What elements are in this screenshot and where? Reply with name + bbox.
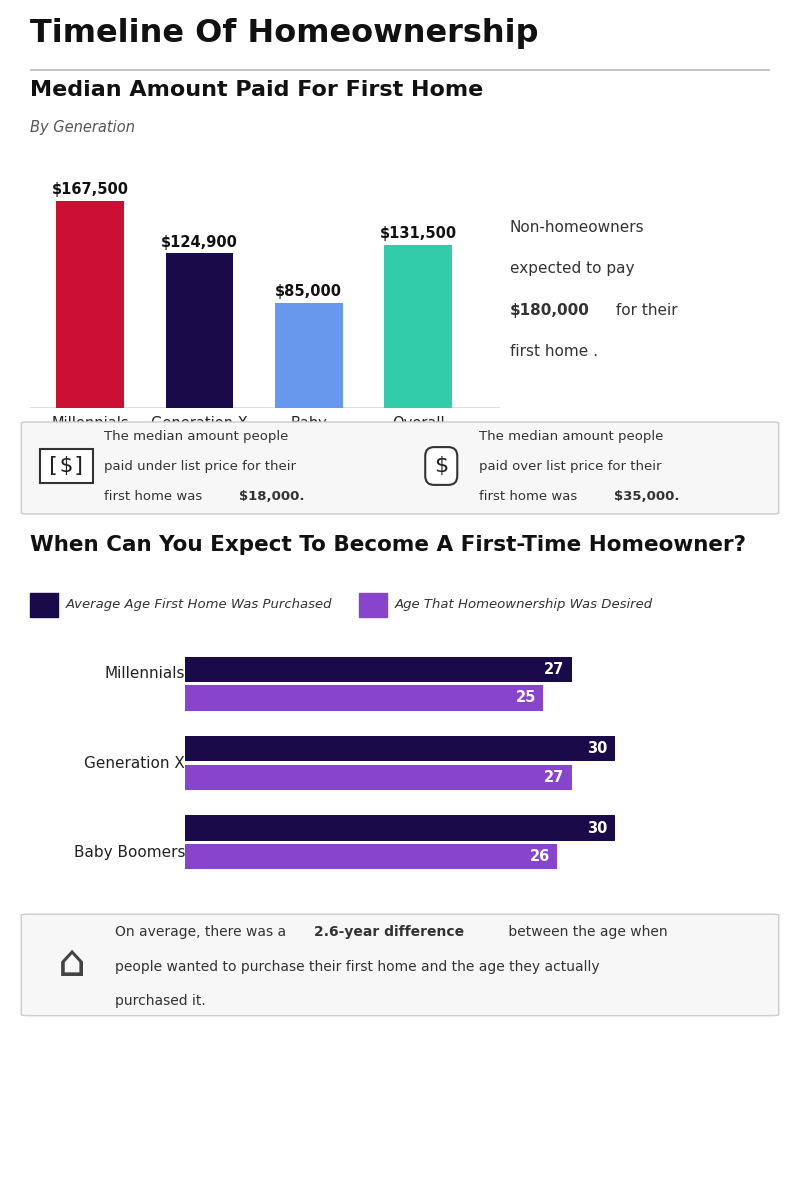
Bar (275, 303, 342, 407)
Bar (166, 254, 234, 407)
Bar (185, 815, 614, 841)
Text: paid over list price for their: paid over list price for their (478, 460, 662, 474)
Text: $85,000: $85,000 (275, 284, 342, 299)
Text: $180,000: $180,000 (510, 303, 590, 317)
Bar (185, 685, 543, 710)
Bar (384, 245, 452, 407)
Text: Median Amount Paid For First Home: Median Amount Paid For First Home (30, 81, 483, 100)
Text: Age That Homeownership Was Desired: Age That Homeownership Was Desired (395, 597, 653, 611)
Text: $18,000.: $18,000. (238, 490, 304, 502)
Text: paid under list price for their: paid under list price for their (104, 460, 296, 474)
Text: first home was: first home was (478, 490, 582, 502)
Bar (56, 201, 124, 407)
Text: When Can You Expect To Become A First-Time Homeowner?: When Can You Expect To Become A First-Ti… (30, 535, 746, 555)
Text: between the age when: between the age when (503, 926, 667, 939)
Text: Survey of 997 homeowners and 173 non-homeowners: Survey of 997 homeowners and 173 non-hom… (94, 1148, 515, 1162)
Bar (359, 593, 387, 617)
Text: The median amount people: The median amount people (104, 430, 288, 444)
Text: [$]: [$] (46, 456, 86, 476)
Text: first home was: first home was (104, 490, 206, 502)
Bar (185, 656, 572, 682)
Text: $: $ (434, 456, 448, 476)
Text: Millennials: Millennials (105, 666, 185, 682)
Text: Baby Boomers: Baby Boomers (74, 845, 185, 859)
Bar (185, 764, 572, 790)
Text: people wanted to purchase their first home and the age they actually: people wanted to purchase their first ho… (115, 959, 600, 974)
Text: 2.6-year difference: 2.6-year difference (314, 926, 464, 939)
Text: ⌂: ⌂ (58, 942, 86, 986)
FancyBboxPatch shape (22, 422, 778, 514)
Text: Timeline Of Homeownership: Timeline Of Homeownership (30, 18, 538, 49)
Bar (185, 844, 558, 869)
Text: for their: for their (610, 303, 678, 317)
Text: purchased it.: purchased it. (115, 994, 206, 1008)
Text: On average, there was a: On average, there was a (115, 926, 290, 939)
Bar (30, 593, 58, 617)
Text: The median amount people: The median amount people (478, 430, 663, 444)
Text: Homes: Homes (678, 1170, 735, 1188)
Text: Source:: Source: (30, 1148, 96, 1162)
Text: By Generation: By Generation (30, 120, 135, 136)
Text: expected to pay: expected to pay (510, 261, 634, 276)
Text: $124,900: $124,900 (161, 234, 238, 250)
Text: 25: 25 (515, 690, 536, 706)
Text: 30: 30 (587, 821, 607, 835)
Text: first home .: first home . (510, 344, 598, 359)
Text: $131,500: $131,500 (379, 226, 457, 242)
Text: ROCKET: ROCKET (660, 1136, 766, 1160)
Text: 27: 27 (544, 662, 565, 677)
Text: 30: 30 (587, 742, 607, 756)
Bar (185, 736, 614, 761)
Text: 27: 27 (544, 769, 565, 785)
Text: $167,500: $167,500 (52, 182, 129, 197)
Text: Generation X: Generation X (84, 756, 185, 770)
Text: 26: 26 (530, 849, 550, 864)
Text: Average Age First Home Was Purchased: Average Age First Home Was Purchased (66, 597, 332, 611)
Text: $35,000.: $35,000. (614, 490, 679, 502)
FancyBboxPatch shape (22, 915, 778, 1016)
Text: Non-homeowners: Non-homeowners (510, 220, 645, 236)
